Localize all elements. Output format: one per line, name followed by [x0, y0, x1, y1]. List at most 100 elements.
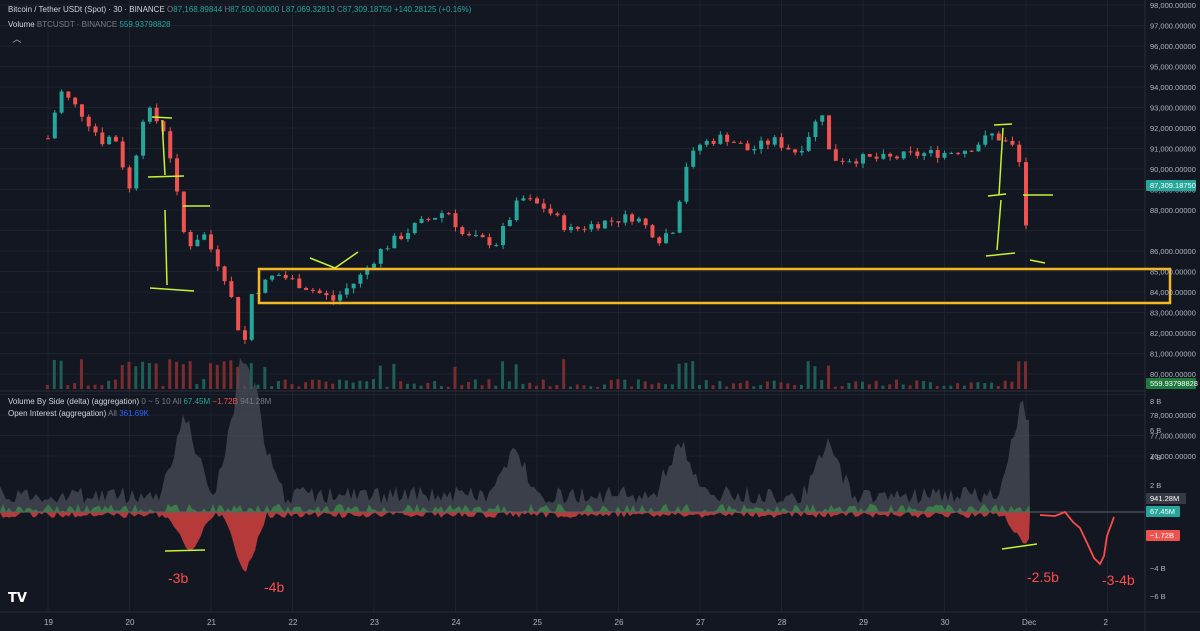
- candle-body: [643, 218, 648, 226]
- volume-bar: [684, 362, 688, 389]
- volume-bar: [881, 385, 885, 389]
- delta-positive-label: 67.45M: [1150, 507, 1175, 516]
- volume-bar: [446, 386, 450, 389]
- time-axis[interactable]: 19 20 21 22 23 24 25 26 27 28 29 30 Dec 2: [44, 618, 1109, 627]
- volume-bar: [969, 382, 973, 389]
- candle-body: [888, 153, 893, 157]
- chevron-up-icon: ︿: [12, 34, 22, 44]
- symbol-title: Bitcoin / Tether USDt (Spot) · 30 · BINA…: [8, 5, 165, 14]
- candle-body: [765, 140, 770, 145]
- time-tick-label: 26: [615, 618, 624, 627]
- volume-bar: [473, 379, 477, 389]
- volume-bar: [283, 379, 287, 389]
- candle-body: [772, 137, 777, 145]
- candle-body: [969, 150, 974, 152]
- candle-body: [310, 289, 315, 291]
- candle-body: [589, 224, 594, 230]
- candle-body: [209, 234, 213, 250]
- volume-bar: [113, 379, 117, 389]
- vbs-label: Volume By Side (delta) (aggregation): [8, 397, 140, 406]
- candle-body: [283, 274, 288, 279]
- candle-body: [657, 237, 662, 244]
- volume-by-side-legend[interactable]: Volume By Side (delta) (aggregation) 0 ~…: [8, 397, 271, 406]
- price-tick-label: 78,000.00000: [1150, 411, 1196, 420]
- candle-body: [704, 140, 709, 145]
- volume-bar: [439, 386, 443, 389]
- price-tick-label: 90,000.00000: [1150, 165, 1196, 174]
- volume-bar: [460, 385, 464, 389]
- volume-bar: [494, 385, 498, 389]
- volume-bar: [365, 381, 369, 389]
- volume-legend[interactable]: Volume BTCUSDT · BINANCE 559.93798828: [8, 20, 171, 29]
- volume-bar: [358, 380, 362, 389]
- candle-body: [378, 249, 383, 264]
- candle-body: [249, 294, 254, 340]
- vbs-value-1: 67.45M: [183, 397, 211, 406]
- candle-body: [134, 155, 139, 189]
- candle-body: [141, 121, 146, 156]
- collapse-legend-button[interactable]: ︿: [10, 33, 24, 45]
- candle-body: [494, 245, 499, 247]
- candle-body: [698, 144, 702, 151]
- volume-bar: [501, 361, 505, 389]
- candle-body: [304, 288, 309, 290]
- candle-body: [813, 121, 818, 138]
- volume-bar: [188, 361, 192, 389]
- volume-bar: [786, 383, 790, 389]
- marker-bottom-right: [985, 252, 1016, 257]
- oi-label: Open Interest (aggregation): [8, 409, 107, 418]
- candle-body: [358, 274, 363, 284]
- time-tick-label: 28: [778, 618, 787, 627]
- volume-bar: [1017, 361, 1021, 389]
- volume-bar: [854, 381, 858, 389]
- candle-body: [786, 147, 791, 150]
- volume-bar: [270, 386, 274, 389]
- time-tick-label: 23: [370, 618, 379, 627]
- price-tick-label: 96,000.00000: [1150, 42, 1196, 51]
- candle-body: [535, 198, 539, 204]
- volume-bar: [73, 383, 77, 389]
- candle-body: [467, 234, 472, 236]
- vbs-value-3: 941.28M: [240, 397, 272, 406]
- volume-value: 559.93798828: [119, 20, 171, 29]
- time-tick-label: 2: [1104, 618, 1109, 627]
- candle-body: [861, 154, 865, 164]
- price-tick-label: 83,000.00000: [1150, 309, 1196, 318]
- price-axis[interactable]: 98,000.00000 97,000.00000 96,000.00000 95,0…: [1146, 1, 1198, 461]
- volume-bar: [175, 361, 179, 389]
- annotation-label: -3b: [168, 570, 188, 586]
- price-tick-label: 92,000.00000: [1150, 124, 1196, 133]
- candle-body: [847, 161, 852, 163]
- price-tick-label: 76,000.00000: [1150, 452, 1196, 461]
- volume-bar: [704, 380, 708, 389]
- volume-bar: [331, 383, 335, 389]
- close-value: 87,309.18750: [342, 5, 392, 14]
- volume-bar: [480, 385, 484, 389]
- indicator-axis[interactable]: 8 B 6 B 4 B 2 B −4 B −6 B 941.28M 67.45M −1.72B: [1146, 397, 1186, 601]
- candle-body: [242, 330, 247, 340]
- candle-body: [507, 220, 512, 226]
- volume-bar: [922, 380, 926, 389]
- candle-body: [827, 115, 832, 150]
- candle-body: [120, 141, 125, 168]
- volume-bar: [1024, 361, 1027, 389]
- oi-value: 361.69K: [119, 409, 149, 418]
- open-interest-legend[interactable]: Open Interest (aggregation) All 361.69K: [8, 409, 149, 418]
- volume-bar: [297, 386, 301, 389]
- candle-body: [188, 231, 193, 247]
- lower-indicator-pane: [0, 357, 1145, 573]
- volume-bar: [147, 363, 151, 389]
- volume-bar: [555, 385, 559, 389]
- candle-body: [175, 158, 180, 192]
- vbs-params: 0 ~ 5 10 All: [141, 397, 182, 406]
- main-series-legend[interactable]: Bitcoin / Tether USDt (Spot) · 30 · BINA…: [8, 5, 472, 14]
- volume-bar: [392, 363, 396, 389]
- volume-bar: [46, 385, 49, 389]
- volume-bar: [956, 383, 960, 389]
- tradingview-logo[interactable]: TV: [8, 591, 27, 606]
- volume-bar: [168, 359, 172, 389]
- volume-bar: [745, 380, 749, 389]
- price-tick-label: 95,000.00000: [1150, 63, 1196, 72]
- volume-bar: [521, 383, 525, 389]
